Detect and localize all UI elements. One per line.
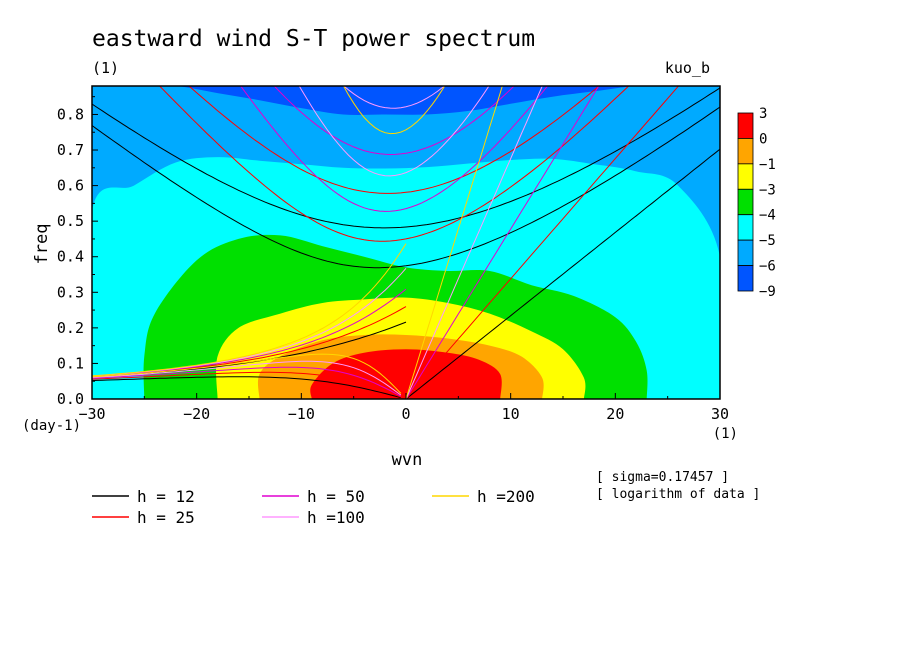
chart-subtitle-left: (1) bbox=[92, 59, 119, 77]
y-tick-label: 0.2 bbox=[57, 319, 84, 337]
colorbar-swatch bbox=[737, 239, 754, 266]
colorbar-label: 3 bbox=[759, 106, 767, 122]
rossby-curve-h12 bbox=[92, 376, 401, 399]
plot-area bbox=[92, 86, 720, 399]
x-tick-label: 0 bbox=[401, 405, 410, 423]
colorbar-swatch bbox=[737, 188, 754, 216]
x-tick-label: 10 bbox=[502, 405, 520, 423]
ig1-curve-h12 bbox=[92, 106, 720, 269]
logarithm-annotation: [ logarithm of data ] bbox=[596, 487, 760, 502]
legend-label: h = 12 bbox=[137, 487, 195, 506]
ig2-curve-h12 bbox=[92, 87, 720, 229]
x-axis: −30 −20 −10 0 10 20 30 bbox=[78, 393, 729, 423]
colorbar-label: −1 bbox=[759, 157, 776, 173]
colorbar-swatch bbox=[737, 163, 754, 190]
colorbar-label: −6 bbox=[759, 259, 776, 275]
y-tick-label: 0.4 bbox=[57, 248, 84, 266]
x-unit-label: (1) bbox=[713, 426, 738, 442]
kelvin-curve-h50 bbox=[405, 86, 600, 399]
colorbar-label: −3 bbox=[759, 182, 776, 198]
rossby-curve-h50 bbox=[92, 366, 402, 397]
rossby-curve-h25 bbox=[92, 371, 401, 398]
ig1-curve-h200 bbox=[343, 86, 446, 135]
ig1-curve-h50 bbox=[240, 86, 549, 212]
y-unit-label: (day-1) bbox=[22, 418, 81, 434]
colorbar-swatch bbox=[737, 138, 754, 165]
y-tick-label: 0.6 bbox=[57, 177, 84, 195]
y-axis: 0.0 0.1 0.2 0.3 0.4 0.5 0.6 0.7 0.8 bbox=[57, 96, 98, 408]
colorbar-label: −4 bbox=[759, 208, 776, 224]
colorbar: 3 0 −1 −3 −4 −5 −6 −9 bbox=[737, 106, 776, 300]
colorbar-swatch bbox=[737, 112, 754, 139]
rossby-curve-h100 bbox=[92, 360, 402, 396]
dispersion-curves bbox=[92, 86, 720, 399]
colorbar-label: 0 bbox=[759, 131, 767, 147]
kelvin-curve-h200 bbox=[405, 86, 503, 399]
kelvin-curve-h12 bbox=[405, 148, 720, 399]
rossby-curve-h200 bbox=[92, 353, 402, 394]
sigma-annotation: [ sigma=0.17457 ] bbox=[596, 470, 729, 485]
chart-subtitle-right: kuo_b bbox=[665, 59, 710, 77]
y-tick-label: 0.5 bbox=[57, 212, 84, 230]
x-tick-label: 30 bbox=[711, 405, 729, 423]
x-tick-label: 20 bbox=[606, 405, 624, 423]
kelvin-curve-h100 bbox=[405, 86, 543, 399]
legend-label: h = 25 bbox=[137, 508, 195, 527]
colorbar-label: −9 bbox=[759, 284, 776, 300]
ig1-curve-h25 bbox=[158, 86, 630, 242]
legend-label: h =200 bbox=[477, 487, 535, 506]
ig2-curve-h50 bbox=[273, 86, 515, 156]
contour-fills bbox=[92, 86, 720, 399]
x-tick-label: −20 bbox=[183, 405, 210, 423]
y-tick-label: 0.0 bbox=[57, 390, 84, 408]
contour-region-0 bbox=[310, 349, 502, 399]
legend-label: h = 50 bbox=[307, 487, 365, 506]
y-tick-label: 0.1 bbox=[57, 354, 84, 372]
ig2-curve-h100 bbox=[343, 86, 446, 109]
ig2-curve-h25 bbox=[188, 86, 600, 194]
colorbar-swatch bbox=[737, 214, 754, 241]
y-tick-label: 0.8 bbox=[57, 105, 84, 123]
ig1-curve-h100 bbox=[298, 86, 490, 177]
legend: h = 12 h = 25 h = 50 h =100 h =200 bbox=[92, 487, 535, 527]
legend-label: h =100 bbox=[307, 508, 365, 527]
colorbar-swatch bbox=[737, 265, 754, 292]
mrg-curve-h200 bbox=[92, 243, 407, 377]
kelvin-curve-h25 bbox=[405, 86, 680, 399]
y-tick-label: 0.7 bbox=[57, 141, 84, 159]
colorbar-label: −5 bbox=[759, 233, 776, 249]
x-axis-label: wvn bbox=[392, 450, 423, 470]
y-axis-label: freq bbox=[32, 224, 52, 265]
x-tick-label: −30 bbox=[78, 405, 105, 423]
x-tick-label: −10 bbox=[288, 405, 315, 423]
y-tick-label: 0.3 bbox=[57, 283, 84, 301]
chart-title: eastward wind S-T power spectrum bbox=[92, 26, 535, 52]
